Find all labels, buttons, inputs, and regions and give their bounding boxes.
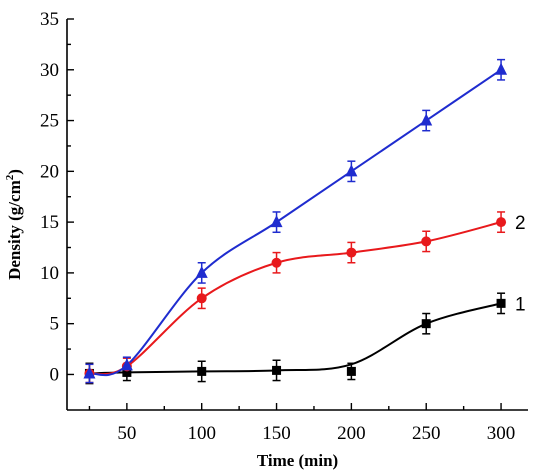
x-tick-label: 100	[187, 423, 216, 444]
series-1-line	[89, 302, 502, 375]
y-axis-title-end: )	[5, 169, 24, 175]
series-2-label: 2	[515, 213, 526, 234]
y-tick-label: 35	[40, 9, 59, 30]
series-3-line	[89, 68, 502, 377]
y-tick-label: 20	[40, 161, 59, 182]
error-bars	[85, 58, 506, 385]
y-axis-title-superscript: 2	[4, 174, 16, 180]
series-2-point	[271, 257, 282, 268]
series-1-point	[272, 365, 282, 375]
x-axis-title: Time (min)	[257, 451, 338, 470]
series-3-point	[420, 113, 433, 126]
y-tick-label: 0	[50, 364, 60, 385]
x-tick-label: 200	[337, 423, 366, 444]
series-1-point	[122, 367, 132, 377]
x-tick-label: 150	[262, 423, 291, 444]
series-2-point	[196, 293, 207, 304]
y-tick-label: 25	[40, 111, 59, 132]
series-3-point	[120, 358, 133, 371]
series-1-point	[496, 298, 506, 308]
ticks: 0 5 10 15 20 25 30 35 50 100 150 200 250 300	[40, 9, 515, 444]
series-2-point	[421, 236, 432, 247]
y-axis-title-main: Density (g/cm	[5, 180, 24, 280]
y-axis-title: Density (g/cm2)	[4, 169, 24, 280]
series-2-line	[89, 221, 502, 376]
series-3-point	[195, 265, 208, 278]
axes	[66, 19, 528, 411]
x-tick-label: 50	[117, 423, 136, 444]
y-tick-label: 5	[50, 314, 60, 335]
y-tick-label: 10	[40, 263, 59, 284]
series-1-point	[346, 366, 356, 376]
series-2-point	[496, 217, 507, 228]
series-curves	[89, 68, 502, 377]
series-1-point	[421, 319, 431, 329]
x-tick-label: 300	[487, 423, 516, 444]
series-3-point	[345, 164, 358, 177]
x-tick-label: 250	[412, 423, 441, 444]
series-3-point	[270, 215, 283, 228]
series-1-label: 1	[515, 294, 526, 315]
series-2-point	[346, 247, 357, 258]
series-3-point	[83, 366, 96, 379]
series-1-point	[197, 366, 207, 376]
y-tick-label: 30	[40, 60, 59, 81]
data-markers	[83, 62, 508, 379]
series-3-point	[495, 62, 508, 75]
y-tick-label: 15	[40, 212, 59, 233]
